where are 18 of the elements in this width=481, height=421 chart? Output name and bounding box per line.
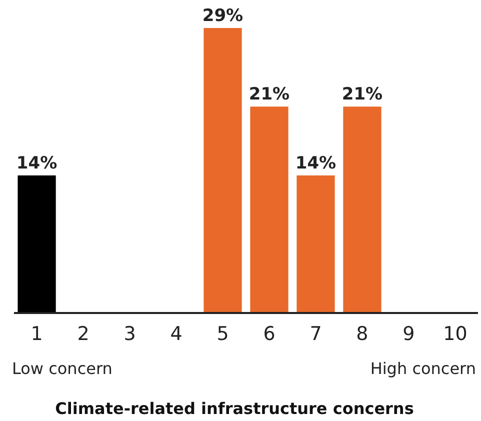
x-tick-label: 5 — [216, 323, 229, 345]
x-axis-title: Climate-related infrastructure concerns — [55, 399, 414, 418]
x-tick-label: 8 — [356, 323, 368, 345]
text: Low concern — [12, 359, 112, 378]
data-label: 14% — [295, 153, 336, 174]
x-tick-label: 4 — [170, 323, 182, 345]
x-tick-label: 10 — [443, 323, 468, 345]
x-tick-label: 3 — [124, 323, 136, 345]
x-tick-label: 9 — [402, 323, 415, 345]
data-label: 21% — [342, 84, 383, 105]
data-label: 21% — [248, 84, 290, 105]
data-label: 14% — [16, 153, 58, 174]
data-label: 29% — [202, 6, 244, 26]
x-tick-label: 7 — [310, 323, 322, 345]
x-tick-label: 1 — [30, 323, 43, 345]
x-tick-label: 6 — [263, 323, 276, 345]
text: High concern — [370, 359, 476, 378]
x-tick-label: 2 — [77, 323, 90, 345]
